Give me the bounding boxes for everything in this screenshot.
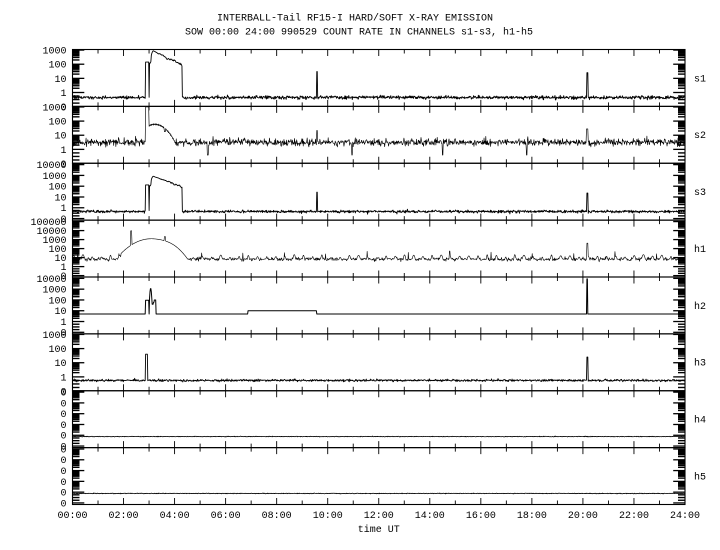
svg-text:0: 0 [60, 432, 66, 443]
svg-text:24:00: 24:00 [670, 511, 700, 522]
svg-text:10000: 10000 [36, 275, 66, 286]
svg-text:100: 100 [48, 296, 66, 307]
svg-text:12:00: 12:00 [364, 511, 394, 522]
svg-text:18:00: 18:00 [517, 511, 547, 522]
svg-text:1000: 1000 [42, 172, 66, 183]
svg-text:1: 1 [60, 204, 66, 215]
svg-text:10:00: 10:00 [313, 511, 343, 522]
svg-text:0: 0 [60, 445, 66, 456]
svg-text:22:00: 22:00 [619, 511, 649, 522]
svg-text:02:00: 02:00 [109, 511, 139, 522]
svg-text:h2: h2 [694, 301, 706, 313]
svg-text:1000: 1000 [42, 331, 66, 342]
svg-text:06:00: 06:00 [211, 511, 241, 522]
svg-text:1000: 1000 [42, 286, 66, 297]
svg-text:1000: 1000 [42, 103, 66, 114]
svg-text:0: 0 [60, 399, 66, 410]
svg-text:s3: s3 [694, 188, 706, 199]
svg-text:1: 1 [60, 89, 66, 100]
svg-text:h3: h3 [694, 358, 706, 370]
svg-text:0: 0 [60, 489, 66, 500]
svg-text:100: 100 [48, 117, 66, 128]
svg-text:1: 1 [60, 318, 66, 329]
svg-text:h1: h1 [694, 244, 706, 256]
svg-text:h4: h4 [694, 415, 706, 427]
svg-text:20:00: 20:00 [568, 511, 598, 522]
svg-text:1000: 1000 [42, 46, 66, 57]
svg-text:time UT: time UT [358, 524, 400, 536]
svg-text:s1: s1 [694, 74, 706, 85]
svg-text:0: 0 [60, 389, 66, 400]
svg-text:10: 10 [54, 132, 66, 143]
svg-text:10: 10 [54, 359, 66, 370]
svg-text:00:00: 00:00 [57, 511, 87, 522]
svg-text:0: 0 [60, 410, 66, 421]
svg-text:SOW 00:00 24:00 990529 COUNT: SOW 00:00 24:00 990529 COUNT RATE IN CHA… [185, 27, 533, 39]
svg-text:0: 0 [60, 456, 66, 467]
svg-text:04:00: 04:00 [160, 511, 190, 522]
svg-text:1: 1 [60, 373, 66, 384]
svg-text:0: 0 [60, 421, 66, 432]
svg-text:0: 0 [60, 499, 66, 510]
svg-text:10: 10 [54, 307, 66, 318]
svg-text:1: 1 [60, 146, 66, 157]
svg-text:0: 0 [60, 467, 66, 478]
svg-text:10: 10 [54, 193, 66, 204]
svg-text:0: 0 [60, 478, 66, 489]
svg-text:14:00: 14:00 [415, 511, 445, 522]
svg-text:16:00: 16:00 [466, 511, 496, 522]
svg-text:s2: s2 [694, 131, 706, 142]
svg-text:100: 100 [48, 345, 66, 356]
svg-text:10000: 10000 [36, 161, 66, 172]
svg-text:100: 100 [48, 61, 66, 72]
svg-text:h5: h5 [694, 471, 706, 483]
svg-text:10: 10 [54, 75, 66, 86]
svg-text:INTERBALL-Tail RF15-I HARD/SOF: INTERBALL-Tail RF15-I HARD/SOFT X-RAY EM… [217, 13, 493, 25]
svg-text:100: 100 [48, 183, 66, 194]
svg-text:08:00: 08:00 [262, 511, 292, 522]
